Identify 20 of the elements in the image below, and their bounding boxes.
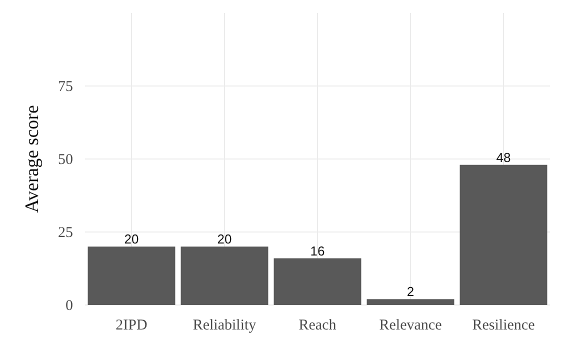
y-tick-label: 25: [58, 224, 73, 241]
x-tick-label: Relevance: [379, 318, 442, 334]
bar: [88, 246, 176, 305]
data-label: 2: [406, 284, 414, 300]
x-tick-label: 2IPD: [116, 318, 148, 334]
y-axis-title: Average score: [22, 105, 43, 213]
data-label: 20: [217, 232, 232, 247]
data-label: 20: [124, 232, 139, 247]
y-tick-label: 50: [58, 152, 73, 168]
x-tick-label: Reliability: [192, 318, 257, 334]
y-tick-label: 0: [66, 298, 73, 314]
bar: [460, 164, 548, 305]
bar: [180, 246, 268, 305]
bar: [274, 258, 362, 305]
bar: [366, 299, 454, 305]
data-label: 48: [496, 150, 511, 165]
x-tick-label: Resilience: [472, 318, 536, 334]
x-tick-label: Reach: [298, 318, 337, 334]
y-tick-label: 75: [58, 78, 73, 95]
data-label: 16: [310, 243, 325, 258]
